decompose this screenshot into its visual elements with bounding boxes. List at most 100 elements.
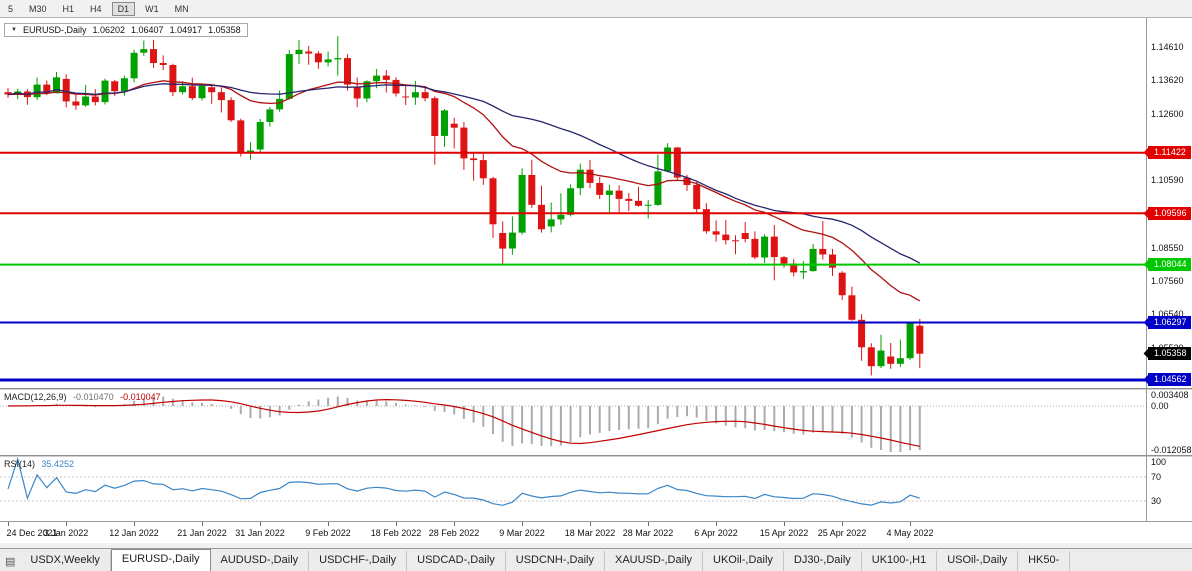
- price-axis[interactable]: 1.14610 1.13620 1.12600 1.10590 1.08550 1.075…: [1147, 18, 1192, 388]
- date-label: 9 Feb 2022: [305, 528, 351, 538]
- date-label: 9 Mar 2022: [499, 528, 545, 538]
- date-tick: [716, 522, 717, 526]
- price-pane[interactable]: ▼ EURUSD-,Daily 1.06202 1.06407 1.04917 …: [0, 18, 1192, 388]
- tab-audusd-daily[interactable]: AUDUSD-,Daily: [211, 551, 310, 571]
- date-tick: [66, 522, 67, 526]
- candles-layer: [4, 36, 924, 376]
- price-tick: 1.12600: [1151, 108, 1184, 119]
- ma-line-ema-20: [7, 80, 921, 302]
- date-label: 28 Mar 2022: [622, 528, 674, 538]
- date-label: 21 Jan 2022: [177, 528, 227, 538]
- tab-eurusd-daily[interactable]: EURUSD-,Daily: [110, 549, 211, 571]
- price-tick: 1.07560: [1151, 275, 1184, 286]
- date-tick: [590, 522, 591, 526]
- bar-high: 1.06407: [131, 25, 164, 35]
- macd-histogram: [16, 396, 921, 452]
- date-tick: [202, 522, 203, 526]
- date-tick: [328, 522, 329, 526]
- tab-xauusd-daily[interactable]: XAUUSD-,Daily: [605, 551, 704, 571]
- date-tick: [134, 522, 135, 526]
- tab-ukoil-daily[interactable]: UKOil-,Daily: [703, 551, 784, 571]
- bar-open: 1.06202: [92, 25, 126, 35]
- ma-line-sma-30: [7, 83, 921, 264]
- date-label: 18 Mar 2022: [564, 528, 616, 538]
- timeframe-toolbar: 5 M30 H1 H4 D1 W1 MN: [0, 0, 1192, 18]
- date-tick: [396, 522, 397, 526]
- timeframe-button-w1[interactable]: W1: [145, 3, 159, 14]
- price-tag: 1.08044: [1148, 258, 1191, 272]
- pane-separator[interactable]: [0, 455, 1192, 457]
- macd-axis-label: 0.003408: [1151, 390, 1189, 400]
- pane-separator[interactable]: [0, 388, 1192, 390]
- tab-usdx-weekly[interactable]: USDX,Weekly: [20, 551, 111, 571]
- axis-separator: [1146, 18, 1147, 521]
- chart-tab-bar: ▤ USDX,Weekly EURUSD-,Daily AUDUSD-,Daily US…: [0, 548, 1192, 571]
- rsi-pane[interactable]: RSI(14) 35.4252 100 70 30: [0, 457, 1192, 521]
- macd-axis-label: -0.012058: [1151, 445, 1192, 455]
- date-tick: [454, 522, 455, 526]
- tab-usdcnh-daily[interactable]: USDCNH-,Daily: [506, 551, 605, 571]
- date-tick: [910, 522, 911, 526]
- date-label: 24 Dec 2021: [6, 528, 58, 538]
- date-label: 4 May 2022: [886, 528, 934, 538]
- date-label: 18 Feb 2022: [370, 528, 422, 538]
- rsi-axis-label: 30: [1151, 496, 1162, 506]
- date-label: 6 Apr 2022: [694, 528, 738, 538]
- scroll-strip: [0, 543, 1192, 548]
- price-chart: [0, 36, 1146, 382]
- date-tick: [842, 522, 843, 526]
- tab-uk100-h1[interactable]: UK100-,H1: [862, 551, 938, 571]
- price-tag: 1.05358: [1148, 347, 1191, 361]
- price-tag: 1.06297: [1148, 316, 1191, 329]
- date-label: 12 Jan 2022: [109, 528, 159, 538]
- timeframe-button-5[interactable]: 5: [8, 3, 14, 14]
- date-label: 25 Apr 2022: [817, 528, 867, 538]
- macd-value-main: -0.010470: [73, 392, 114, 402]
- price-tick: 1.08550: [1151, 242, 1184, 253]
- chart-header: ▼ EURUSD-,Daily 1.06202 1.06407 1.04917 …: [4, 23, 248, 37]
- timeframe-button-h1[interactable]: H1: [62, 3, 75, 14]
- timeframe-button-d1[interactable]: D1: [111, 1, 136, 16]
- price-tick: 1.10590: [1151, 175, 1184, 186]
- macd-pane[interactable]: MACD(12,26,9) -0.010470 -0.010047 0.0034…: [0, 390, 1192, 455]
- date-tick: [648, 522, 649, 526]
- date-label: 28 Feb 2022: [428, 528, 480, 538]
- rsi-line: [7, 457, 920, 506]
- macd-value-signal: -0.010047: [120, 392, 161, 402]
- chart-list-icon[interactable]: ▤: [5, 556, 16, 568]
- rsi-axis-label: 100: [1151, 457, 1167, 467]
- macd-label: MACD(12,26,9) -0.010470 -0.010047: [4, 392, 161, 402]
- rsi-axis-label: 70: [1151, 472, 1162, 482]
- date-label: 31 Jan 2022: [235, 528, 285, 538]
- chart-symbol: EURUSD-,Daily: [22, 25, 87, 35]
- price-tag: 1.04562: [1148, 373, 1191, 387]
- rsi-plot: [0, 457, 1146, 506]
- tab-usdchf-daily[interactable]: USDCHF-,Daily: [309, 551, 408, 571]
- rsi-value: 35.4252: [41, 459, 75, 469]
- price-tag: 1.09596: [1148, 206, 1191, 220]
- rsi-name: RSI(14): [4, 459, 36, 469]
- timeframe-button-m30[interactable]: M30: [29, 3, 47, 14]
- price-tick: 1.13620: [1151, 74, 1184, 85]
- tab-hk50[interactable]: HK50-: [1018, 551, 1071, 571]
- date-tick: [260, 522, 261, 526]
- date-axis[interactable]: 24 Dec 2021 3 Jan 2022 12 Jan 2022 21 Jan 2…: [0, 521, 1192, 543]
- date-tick: [522, 522, 523, 526]
- macd-name: MACD(12,26,9): [4, 392, 67, 402]
- date-label: 3 Jan 2022: [43, 528, 89, 538]
- date-tick: [8, 522, 9, 526]
- tab-usdcad-daily[interactable]: USDCAD-,Daily: [407, 551, 506, 571]
- chevron-down-icon[interactable]: ▼: [11, 27, 17, 33]
- macd-plot: [0, 396, 1146, 452]
- price-tick: 1.06540: [1151, 309, 1184, 320]
- tab-dj30-daily[interactable]: DJ30-,Daily: [784, 551, 862, 571]
- price-tag: 1.11422: [1148, 146, 1191, 160]
- tab-usoil-daily[interactable]: USOil-,Daily: [937, 551, 1019, 571]
- macd-axis-label: 0.00: [1151, 401, 1169, 411]
- rsi-label: RSI(14) 35.4252: [4, 459, 74, 469]
- timeframe-button-h4[interactable]: H4: [90, 3, 102, 14]
- timeframe-button-mn[interactable]: MN: [174, 3, 189, 14]
- bar-low: 1.04917: [169, 25, 203, 35]
- bar-close: 1.05358: [208, 25, 241, 35]
